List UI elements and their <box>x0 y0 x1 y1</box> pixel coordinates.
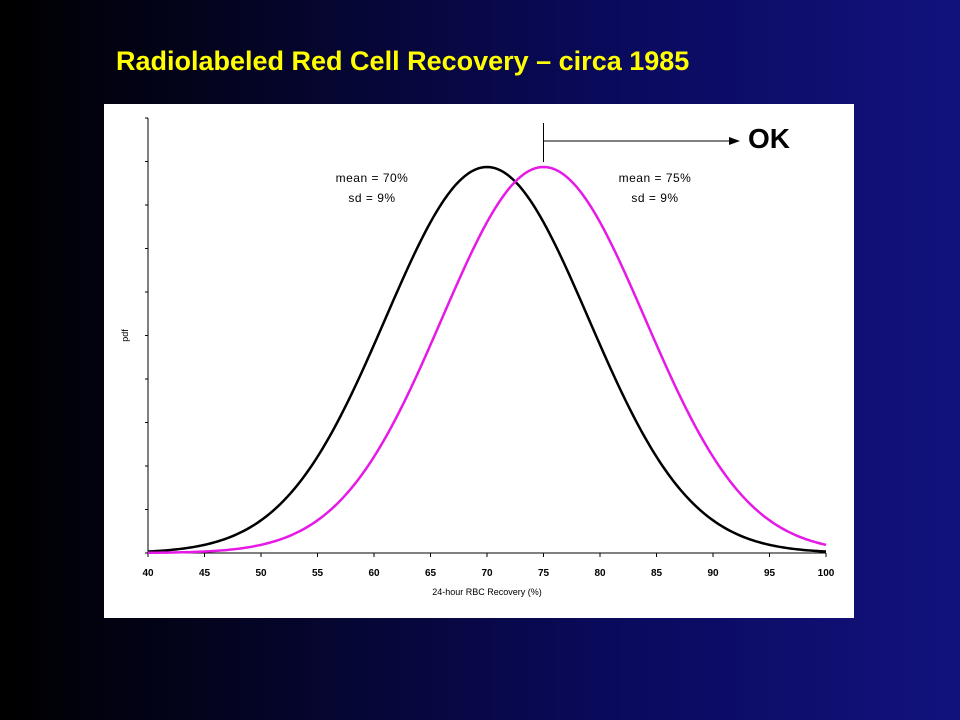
x-tick-label: 90 <box>707 568 719 579</box>
annotation-left-mean: mean = 70% <box>336 171 409 185</box>
x-tick-label: 40 <box>142 568 154 579</box>
x-tick-label: 50 <box>255 568 267 579</box>
ok-label: OK <box>748 123 790 154</box>
x-tick-label: 85 <box>651 568 663 579</box>
slide-title: Radiolabeled Red Cell Recovery – circa 1… <box>116 46 690 76</box>
curves <box>147 165 827 555</box>
chart-plot: 40 45 50 55 60 65 70 75 80 85 90 95 100 mean = 70% s… <box>120 117 835 597</box>
series-line-1 <box>147 165 827 553</box>
y-axis-title: pdf <box>120 329 130 342</box>
x-tick-label: 80 <box>594 568 606 579</box>
ok-arrow-head <box>729 137 740 145</box>
x-tick-label: 75 <box>538 568 550 579</box>
x-tick-label: 95 <box>764 568 776 579</box>
chart-panel: 40 45 50 55 60 65 70 75 80 85 90 95 100 mean = 70% s… <box>104 104 854 618</box>
x-tick-label: 55 <box>312 568 324 579</box>
annotation-right-sd: sd = 9% <box>631 191 678 205</box>
x-tick-label: 60 <box>368 568 380 579</box>
x-axis-title: 24-hour RBC Recovery (%) <box>432 587 542 597</box>
x-tick-label: 70 <box>481 568 493 579</box>
annotation-right-mean: mean = 75% <box>619 171 692 185</box>
axes: 40 45 50 55 60 65 70 75 80 85 90 95 100 <box>142 117 835 579</box>
x-tick-label: 45 <box>199 568 211 579</box>
series-line-2 <box>147 165 827 555</box>
x-tick-label: 65 <box>425 568 437 579</box>
annotation-left-sd: sd = 9% <box>348 191 395 205</box>
x-tick-label: 100 <box>818 568 835 579</box>
